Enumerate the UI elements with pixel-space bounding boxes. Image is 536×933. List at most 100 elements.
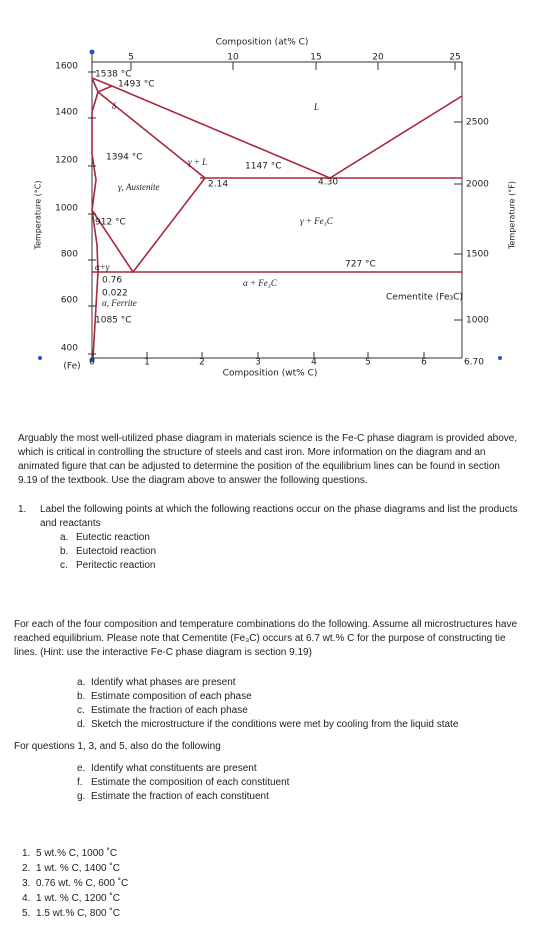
- left-tick-label: 600: [61, 296, 78, 306]
- question-1: 1. Label the following points at which th…: [18, 503, 523, 573]
- diagram-label: 0.022: [102, 289, 128, 299]
- list-item: 1. 5 wt.% C, 1000 ˚C: [22, 846, 322, 861]
- intro-paragraph: Arguably the most well-utilized phase di…: [18, 433, 518, 486]
- diagram-label: 1394 °C: [106, 153, 143, 163]
- list-text: Estimate the fraction of each constituen…: [91, 791, 269, 802]
- right-tick-label: 1500: [466, 250, 489, 260]
- diagram-label: δ: [112, 101, 117, 111]
- list-text: Sketch the microstructure if the conditi…: [91, 719, 459, 730]
- diagram-label: 1538 °C: [95, 70, 132, 80]
- list-marker: d.: [77, 719, 86, 730]
- list-marker: 1.: [22, 848, 31, 859]
- left-tick-label: 1000: [55, 204, 78, 214]
- list-item: a. Eutectic reaction: [60, 531, 523, 545]
- list-item: d. Sketch the microstructure if the condi…: [77, 718, 517, 732]
- list-text: Eutectic reaction: [76, 532, 150, 543]
- list-marker: c.: [77, 705, 85, 716]
- list-text: Identify what constituents are present: [91, 763, 257, 774]
- list-item: e. Identify what constituents are present: [77, 762, 517, 776]
- list-marker: 5.: [22, 908, 31, 919]
- diagram-label: γ + L: [188, 157, 207, 167]
- left-tick-label: 400: [61, 344, 78, 354]
- diagram-label: 1085 °C: [95, 316, 132, 326]
- list-marker: c.: [60, 560, 68, 571]
- axes: [91, 52, 463, 360]
- top-tick-label: 25: [449, 53, 460, 63]
- list-item: c. Peritectic reaction: [60, 559, 523, 573]
- phase-diagram: Composition (at% C) Composition (wt% C) (F…: [34, 38, 517, 379]
- list-text: Identify what phases are present: [91, 677, 236, 688]
- list-marker: b.: [77, 691, 86, 702]
- top-tick-label: 20: [372, 53, 384, 63]
- bottom-tick-label: 6.70: [464, 358, 484, 368]
- extra-heading: For questions 1, 3, and 5, also do the f…: [14, 741, 221, 752]
- diagram-label: α+γ: [95, 262, 110, 272]
- diagram-label: γ, Austenite: [118, 182, 160, 192]
- list-item: b. Estimate composition of each phase: [77, 690, 517, 704]
- left-tick-label: 1600: [55, 62, 78, 72]
- list-text: Estimate the fraction of each phase: [91, 705, 248, 716]
- instructions: For each of the four composition and tem…: [14, 619, 518, 658]
- left-tick-label: 1400: [55, 108, 78, 118]
- diagram-label: 4.30: [318, 178, 338, 188]
- list-item: 2. 1 wt. % C, 1400 ˚C: [22, 861, 322, 876]
- phase-lines: [91, 77, 463, 359]
- diagram-label: 912 °C: [95, 218, 126, 228]
- list-marker: a.: [77, 677, 86, 688]
- list-text: 1 wt. % C, 1200 ˚C: [36, 893, 120, 904]
- task-list: a. Identify what phases are present b. Esti…: [77, 676, 517, 732]
- list-item: 4. 1 wt. % C, 1200 ˚C: [22, 891, 322, 906]
- diagram-label: 1493 °C: [118, 80, 155, 90]
- bottom-origin: (Fe): [63, 362, 80, 372]
- list-marker: 3.: [22, 878, 31, 889]
- list-marker: e.: [77, 763, 86, 774]
- list-item: g. Estimate the fraction of each constitu…: [77, 790, 517, 804]
- diagram-label: 2.14: [208, 180, 228, 190]
- diagram-label: γ + Fe₃C: [300, 216, 334, 226]
- bottom-tick-label: 6: [421, 358, 427, 368]
- top-tick-label: 15: [310, 53, 321, 63]
- list-text: Label the following points at which the …: [40, 504, 518, 529]
- list-marker: g.: [77, 791, 86, 802]
- list-text: 0.76 wt. % C, 600 ˚C: [36, 878, 129, 889]
- list-marker: 4.: [22, 893, 31, 904]
- list-marker: 2.: [22, 863, 31, 874]
- list-text: 5 wt.% C, 1000 ˚C: [36, 848, 118, 859]
- reaction-list: a. Eutectic reaction b. Eutectoid reaction c…: [60, 531, 523, 573]
- bottom-tick-label: 2: [199, 358, 205, 368]
- extra-task-list: e. Identify what constituents are present…: [77, 762, 517, 804]
- list-marker: f.: [77, 777, 83, 788]
- condition-list: 1. 5 wt.% C, 1000 ˚C 2. 1 wt. % C, 1400 ˚C 3…: [22, 846, 322, 921]
- dots: [38, 49, 502, 363]
- diagram-label: L: [313, 102, 319, 112]
- bottom-tick-label: 1: [144, 358, 150, 368]
- bottom-tick-label: 3: [255, 358, 261, 368]
- diagram-label: α, Ferrite: [102, 298, 137, 308]
- top-tick-label: 5: [128, 53, 134, 63]
- list-text: Eutectoid reaction: [76, 546, 157, 557]
- list-item: c. Estimate the fraction of each phase: [77, 704, 517, 718]
- bottom-tick-label: 5: [365, 358, 371, 368]
- list-marker: a.: [60, 532, 69, 543]
- list-item: 1. Label the following points at which th…: [18, 503, 523, 531]
- list-text: Estimate composition of each phase: [91, 691, 252, 702]
- list-item: 5. 1.5 wt.% C, 800 ˚C: [22, 906, 322, 921]
- left-tick-label: 1200: [55, 156, 78, 166]
- top-axis-title: Composition (at% C): [216, 38, 309, 48]
- list-text: 1 wt. % C, 1400 ˚C: [36, 863, 120, 874]
- left-axis-title: Temperature (°C): [34, 180, 43, 250]
- diagram-label: α + Fe₃C: [243, 278, 278, 288]
- diagram-label: 0.76: [102, 276, 122, 286]
- list-item: f. Estimate the composition of each const…: [77, 776, 517, 790]
- bottom-axis-title: Composition (wt% C): [223, 369, 318, 379]
- list-marker: 1.: [18, 504, 27, 515]
- diagram-label: Cementite (Fe₃C): [386, 293, 463, 303]
- bottom-tick-label: 0: [89, 358, 95, 368]
- list-marker: b.: [60, 546, 69, 557]
- right-tick-label: 2500: [466, 118, 489, 128]
- top-tick-label: 10: [227, 53, 239, 63]
- right-tick-label: 1000: [466, 316, 489, 326]
- diagram-label: 1147 °C: [245, 162, 282, 172]
- list-text: 1.5 wt.% C, 800 ˚C: [36, 908, 120, 919]
